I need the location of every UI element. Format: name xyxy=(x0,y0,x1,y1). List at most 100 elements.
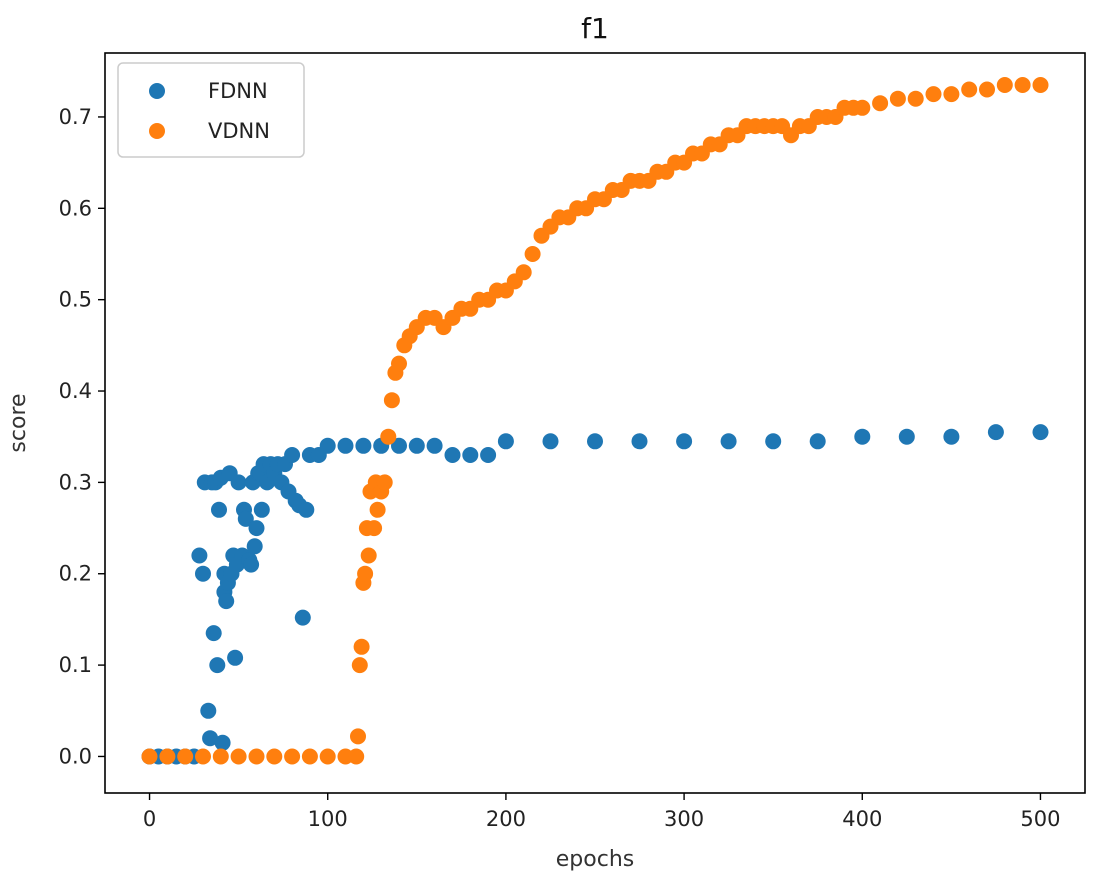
y-axis-label: score xyxy=(6,393,31,452)
fdnn-point-20 xyxy=(218,593,235,610)
y-tick-label-0.7: 0.7 xyxy=(59,105,92,129)
vdnn-point-85 xyxy=(907,90,924,107)
vdnn-point-84 xyxy=(889,90,906,107)
y-axis: 0.0 0.1 0.2 0.3 0.4 0.5 0.6 0.7 xyxy=(59,105,105,768)
vdnn-point-82 xyxy=(854,99,871,116)
y-tick-label-0.2: 0.2 xyxy=(59,562,92,586)
fdnn-point-50 xyxy=(294,609,311,626)
fdnn-point-7 xyxy=(195,565,211,582)
x-tick-label-0: 0 xyxy=(143,807,156,831)
y-tick-label-0.6: 0.6 xyxy=(59,196,92,220)
vdnn-point-21 xyxy=(366,520,383,537)
vdnn-point-86 xyxy=(925,86,942,103)
x-tick-label-400: 400 xyxy=(842,807,882,831)
vdnn-point-15 xyxy=(353,638,370,655)
fdnn-point-65 xyxy=(542,433,559,450)
vdnn-point-13 xyxy=(350,728,366,745)
fdnn-point-54 xyxy=(319,437,336,454)
vdnn-point-2 xyxy=(177,748,194,765)
legend-fdnn-marker xyxy=(149,83,165,99)
vdnn-point-45 xyxy=(524,246,541,262)
fdnn-point-47 xyxy=(284,447,301,463)
fdnn-point-6 xyxy=(191,547,208,564)
vdnn-point-9 xyxy=(301,748,318,765)
y-tick-label-0.5: 0.5 xyxy=(59,288,92,312)
fdnn-point-71 xyxy=(809,433,826,450)
legend-fdnn-label: FDNN xyxy=(208,79,268,103)
fdnn-point-9 xyxy=(200,702,217,719)
fdnn-point-58 xyxy=(391,437,407,454)
vdnn-point-91 xyxy=(1014,77,1031,93)
fdnn-point-74 xyxy=(943,428,960,445)
vdnn-point-8 xyxy=(284,748,301,765)
plot-frame xyxy=(104,52,1086,794)
vdnn-point-83 xyxy=(872,95,889,112)
vdnn-point-25 xyxy=(376,474,393,491)
vdnn-series xyxy=(141,77,1049,765)
fdnn-point-70 xyxy=(765,433,782,450)
plot-area xyxy=(141,77,1049,765)
fdnn-point-30 xyxy=(237,510,254,527)
fdnn-point-61 xyxy=(444,447,461,463)
fdnn-point-67 xyxy=(631,433,648,450)
legend: FDNN VDNN xyxy=(117,62,305,158)
fdnn-point-75 xyxy=(987,424,1004,441)
vdnn-point-23 xyxy=(369,501,386,518)
fdnn-point-32 xyxy=(243,556,260,573)
y-tick-label-0.4: 0.4 xyxy=(59,379,92,403)
vdnn-point-92 xyxy=(1032,77,1049,93)
vdnn-point-19 xyxy=(360,547,377,564)
fdnn-point-69 xyxy=(720,433,737,450)
fdnn-point-38 xyxy=(253,501,270,518)
fdnn-point-64 xyxy=(497,433,514,450)
x-axis: 0 100 200 300 400 500 xyxy=(143,793,1061,831)
vdnn-point-0 xyxy=(141,748,158,765)
fdnn-point-60 xyxy=(426,437,443,454)
vdnn-point-89 xyxy=(979,81,995,98)
fdnn-point-17 xyxy=(214,734,231,751)
vdnn-point-7 xyxy=(266,748,283,765)
fdnn-point-25 xyxy=(227,649,244,666)
fdnn-point-59 xyxy=(408,437,425,454)
vdnn-point-6 xyxy=(248,748,265,765)
fdnn-point-68 xyxy=(676,433,693,450)
fdnn-point-76 xyxy=(1032,424,1049,441)
vdnn-point-29 xyxy=(391,355,407,372)
vdnn-point-10 xyxy=(319,748,336,765)
fdnn-point-73 xyxy=(898,428,915,445)
fdnn-point-72 xyxy=(854,428,871,445)
fdnn-point-66 xyxy=(587,433,603,450)
y-tick-label-0.1: 0.1 xyxy=(59,653,92,677)
x-tick-label-300: 300 xyxy=(664,807,704,831)
legend-vdnn-label: VDNN xyxy=(208,119,270,143)
fdnn-point-14 xyxy=(209,657,226,674)
fdnn-point-56 xyxy=(355,437,372,454)
vdnn-point-27 xyxy=(383,392,400,409)
x-axis-label: epochs xyxy=(556,847,634,872)
fdnn-point-27 xyxy=(230,474,247,491)
fdnn-point-35 xyxy=(248,520,265,537)
x-tick-label-100: 100 xyxy=(308,807,348,831)
vdnn-point-1 xyxy=(159,748,176,765)
fdnn-point-55 xyxy=(337,437,354,454)
vdnn-point-90 xyxy=(996,77,1013,93)
fdnn-point-62 xyxy=(462,447,479,463)
x-tick-label-500: 500 xyxy=(1020,807,1060,831)
vdnn-point-14 xyxy=(351,657,368,674)
fdnn-series xyxy=(141,424,1049,765)
fdnn-point-15 xyxy=(211,501,227,518)
fdnn-point-63 xyxy=(480,447,497,463)
fdnn-point-10 xyxy=(202,730,219,747)
vdnn-point-17 xyxy=(357,565,374,582)
vdnn-point-4 xyxy=(212,748,229,765)
x-tick-label-200: 200 xyxy=(486,807,526,831)
vdnn-point-12 xyxy=(348,748,365,765)
vdnn-point-87 xyxy=(943,86,960,103)
vdnn-point-44 xyxy=(515,264,532,281)
fdnn-point-12 xyxy=(205,625,222,642)
vdnn-point-5 xyxy=(230,748,247,765)
fdnn-point-34 xyxy=(246,538,263,555)
chart-title: f1 xyxy=(581,12,609,45)
legend-vdnn-marker xyxy=(149,123,165,139)
